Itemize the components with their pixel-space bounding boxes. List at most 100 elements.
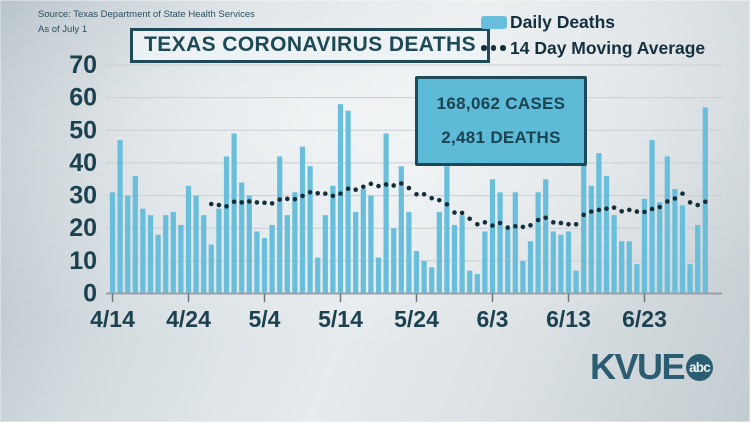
daily-death-bar — [201, 215, 207, 294]
moving-average-dot — [649, 206, 655, 212]
daily-death-bar — [140, 208, 146, 294]
daily-death-bar — [368, 195, 374, 294]
chart-title: TEXAS CORONAVIRUS DEATHS — [130, 28, 491, 63]
daily-death-bar — [223, 156, 230, 294]
moving-average-dot — [300, 193, 305, 199]
moving-average-dot — [330, 193, 336, 199]
moving-average-dot — [247, 199, 252, 204]
daily-death-bar — [573, 270, 579, 294]
kvue-logo: KVUE abc — [590, 346, 714, 388]
daily-death-bar — [383, 133, 389, 294]
daily-death-bar — [345, 110, 351, 294]
moving-average-dot — [596, 207, 602, 213]
moving-average-dot — [368, 181, 374, 187]
source-attribution: Source: Texas Department of State Health… — [38, 8, 255, 37]
moving-average-dot — [361, 184, 366, 190]
daily-death-bar — [315, 257, 321, 294]
daily-death-bar — [512, 192, 518, 294]
moving-average-dot — [475, 221, 480, 227]
moving-average-dot — [209, 201, 214, 207]
daily-death-bar — [231, 133, 237, 294]
daily-death-bar — [459, 215, 465, 294]
moving-average-dot — [497, 220, 503, 226]
moving-average-dot — [482, 220, 488, 225]
moving-average-dot — [254, 200, 260, 205]
moving-average-dot — [528, 222, 533, 228]
daily-death-bar — [588, 185, 594, 294]
total-cases: 168,062 CASES — [436, 93, 566, 113]
daily-death-bar — [444, 166, 450, 294]
moving-average-dots — [209, 181, 708, 230]
x-axis-ticks — [111, 293, 646, 302]
daily-death-bar — [489, 179, 496, 294]
legend-item-daily-deaths: Daily Deaths — [481, 9, 705, 35]
daily-death-bar — [520, 260, 526, 294]
daily-death-bar — [330, 185, 336, 294]
daily-death-bar — [535, 192, 541, 294]
daily-death-bar — [543, 179, 549, 294]
daily-death-bar — [292, 192, 298, 294]
daily-death-bar — [269, 224, 275, 294]
daily-death-bar — [619, 241, 625, 294]
moving-average-dot — [292, 196, 298, 202]
daily-death-bar — [679, 205, 686, 294]
daily-death-bar — [193, 195, 199, 294]
moving-average-dot — [216, 202, 222, 208]
legend-label: Daily Deaths — [510, 11, 616, 32]
moving-average-dot — [231, 199, 237, 205]
daily-death-bar — [246, 195, 252, 294]
moving-average-dot — [687, 200, 693, 205]
moving-average-dot — [269, 201, 275, 206]
x-axis-labels: 4/14 4/24 5/4 5/14 5/24 6/3 6/13 6/23 — [90, 306, 667, 332]
daily-death-bar — [170, 211, 176, 294]
station-wordmark: KVUE — [590, 346, 686, 387]
y-axis-label: 50 — [69, 116, 97, 144]
daily-death-bar — [299, 146, 306, 294]
legend-item-moving-average: 14 Day Moving Average — [481, 35, 705, 61]
daily-death-bar — [527, 241, 534, 294]
daily-death-bar — [641, 198, 648, 294]
moving-average-dot — [551, 220, 556, 225]
dotted-line-icon — [481, 45, 507, 51]
daily-death-bar — [550, 231, 556, 294]
daily-death-bar — [132, 175, 138, 294]
legend-label: 14 Day Moving Average — [510, 37, 706, 58]
moving-average-dot — [391, 183, 397, 188]
daily-death-bar — [178, 224, 184, 294]
moving-average-dot — [665, 199, 670, 204]
daily-death-bar — [353, 211, 359, 294]
moving-average-dot — [672, 196, 678, 201]
moving-average-dot — [307, 190, 313, 195]
moving-average-dot — [589, 209, 594, 214]
daily-death-bar — [474, 273, 480, 294]
daily-death-bar — [406, 211, 412, 294]
moving-average-dot — [452, 210, 457, 215]
moving-average-dot — [490, 223, 495, 228]
y-axis-label: 20 — [69, 214, 97, 242]
daily-death-bar — [421, 260, 427, 294]
moving-average-dot — [345, 186, 351, 192]
daily-death-bar — [565, 231, 572, 294]
moving-average-dot — [383, 182, 389, 187]
moving-average-dot — [543, 215, 548, 221]
daily-death-bar — [391, 228, 397, 294]
moving-average-dot — [581, 212, 586, 218]
daily-death-bar — [307, 166, 313, 294]
daily-death-bar — [429, 267, 435, 294]
moving-average-dot — [406, 185, 412, 191]
x-axis-label: 6/23 — [622, 306, 667, 332]
moving-average-dot — [535, 217, 541, 223]
moving-average-dot — [627, 207, 632, 213]
daily-death-bar — [413, 251, 420, 294]
abc-network-icon: abc — [686, 353, 714, 381]
x-axis-label: 5/4 — [249, 306, 281, 332]
moving-average-dot — [558, 220, 564, 226]
daily-death-bar — [603, 175, 610, 294]
y-axis-label: 30 — [69, 182, 97, 210]
x-axis-label: 5/14 — [318, 306, 363, 332]
moving-average-dot — [421, 191, 427, 197]
daily-death-bar — [497, 192, 503, 294]
daily-death-bar — [261, 238, 268, 294]
moving-average-dot — [429, 195, 435, 201]
daily-death-bar — [505, 228, 511, 294]
